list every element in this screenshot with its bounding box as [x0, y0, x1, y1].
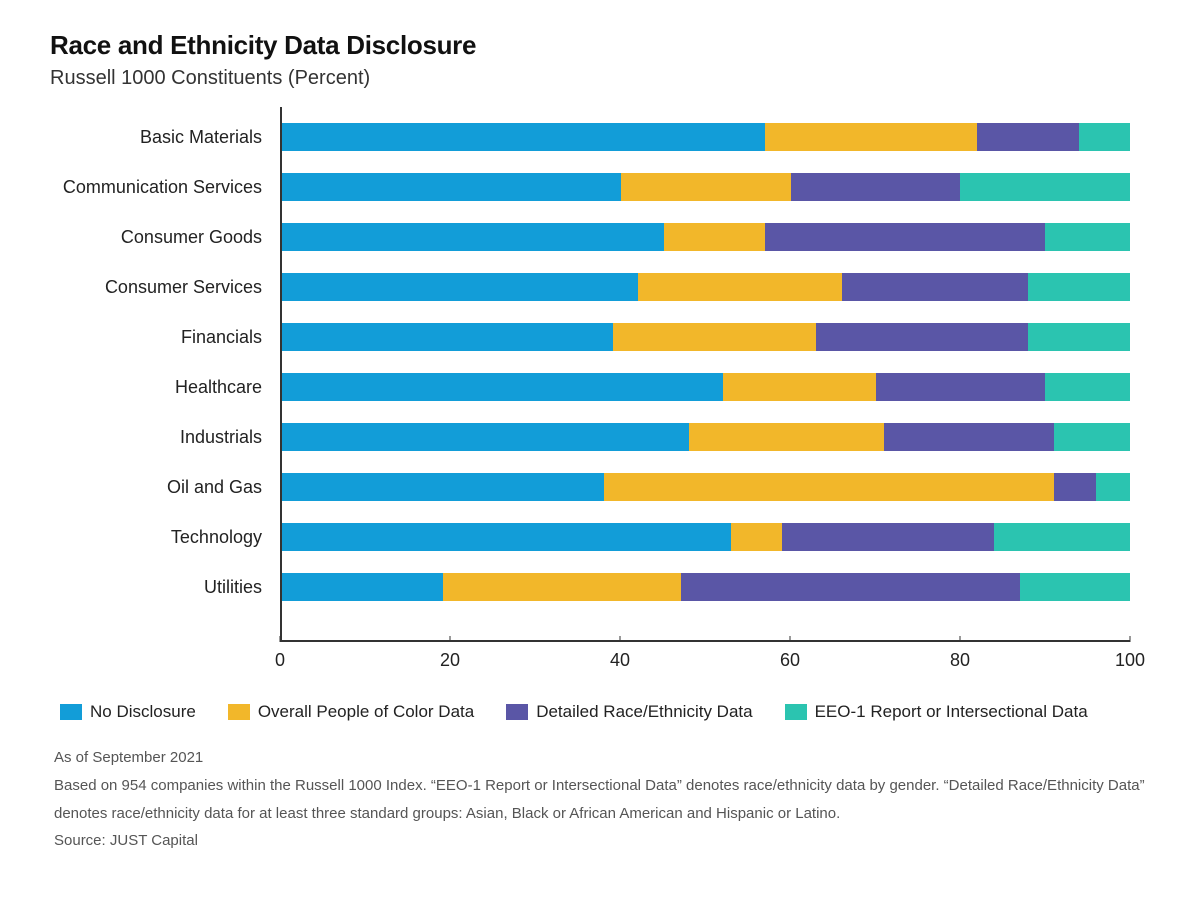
bar-segment	[1028, 323, 1130, 351]
bar-segment	[994, 523, 1130, 551]
bar-row	[282, 123, 1130, 151]
bar-segment	[884, 423, 1054, 451]
footnote-asof: As of September 2021	[54, 744, 1150, 772]
bar-segment	[613, 323, 817, 351]
bar-row	[282, 323, 1130, 351]
y-axis-label: Utilities	[50, 562, 280, 612]
footnotes: As of September 2021 Based on 954 compan…	[50, 744, 1150, 855]
legend-label: Detailed Race/Ethnicity Data	[536, 702, 752, 722]
x-tick-mark	[450, 636, 451, 642]
bar-segment	[1054, 473, 1096, 501]
bar-segment	[638, 273, 842, 301]
bar-row	[282, 223, 1130, 251]
x-tick-mark	[280, 636, 281, 642]
legend-swatch	[228, 704, 250, 720]
bar-segment	[1096, 473, 1130, 501]
legend-item: Overall People of Color Data	[228, 702, 474, 722]
bar-row	[282, 273, 1130, 301]
y-axis-label: Oil and Gas	[50, 462, 280, 512]
plot	[280, 112, 1150, 642]
bar-segment	[621, 173, 791, 201]
y-axis-label: Financials	[50, 312, 280, 362]
bar-segment	[1079, 123, 1130, 151]
legend-item: EEO-1 Report or Intersectional Data	[785, 702, 1088, 722]
bar-segment	[842, 273, 1029, 301]
x-tick-mark	[620, 636, 621, 642]
x-tick-label: 0	[275, 650, 285, 671]
y-axis-label: Industrials	[50, 412, 280, 462]
bar-segment	[765, 223, 1045, 251]
y-axis-label: Basic Materials	[50, 112, 280, 162]
bar-row	[282, 173, 1130, 201]
legend-label: EEO-1 Report or Intersectional Data	[815, 702, 1088, 722]
y-axis-label: Technology	[50, 512, 280, 562]
y-axis-label: Consumer Services	[50, 262, 280, 312]
y-axis-label: Consumer Goods	[50, 212, 280, 262]
x-tick-label: 20	[440, 650, 460, 671]
bar-segment	[282, 173, 621, 201]
bar-segment	[282, 223, 664, 251]
bar-segment	[282, 373, 723, 401]
bar-segment	[876, 373, 1046, 401]
bar-segment	[443, 573, 680, 601]
x-tick-label: 60	[780, 650, 800, 671]
bar-row	[282, 573, 1130, 601]
footnote-source: Source: JUST Capital	[54, 827, 1150, 855]
legend-label: Overall People of Color Data	[258, 702, 474, 722]
bar-segment	[1054, 423, 1130, 451]
bar-segment	[791, 173, 961, 201]
bar-segment	[282, 523, 731, 551]
y-axis-label: Healthcare	[50, 362, 280, 412]
y-axis-labels: Basic MaterialsCommunication ServicesCon…	[50, 112, 280, 642]
footnote-note: Based on 954 companies within the Russel…	[54, 772, 1150, 828]
bar-segment	[1028, 273, 1130, 301]
legend-item: No Disclosure	[60, 702, 196, 722]
bar-segment	[1045, 223, 1130, 251]
bar-segment	[681, 573, 1020, 601]
x-tick-mark	[960, 636, 961, 642]
legend-swatch	[785, 704, 807, 720]
bar-segment	[1020, 573, 1130, 601]
legend-label: No Disclosure	[90, 702, 196, 722]
legend-swatch	[60, 704, 82, 720]
bar-segment	[960, 173, 1130, 201]
bar-segment	[816, 323, 1028, 351]
bar-row	[282, 373, 1130, 401]
bar-segment	[282, 323, 613, 351]
bar-segment	[282, 473, 604, 501]
x-tick-label: 40	[610, 650, 630, 671]
bar-segment	[282, 123, 765, 151]
chart-area: Basic MaterialsCommunication ServicesCon…	[50, 112, 1150, 642]
bar-segment	[731, 523, 782, 551]
y-axis-label: Communication Services	[50, 162, 280, 212]
chart-title: Race and Ethnicity Data Disclosure	[50, 30, 1150, 61]
x-tick-label: 80	[950, 650, 970, 671]
plot-inner	[280, 112, 1130, 642]
bar-row	[282, 523, 1130, 551]
bar-segment	[282, 273, 638, 301]
bar-segment	[282, 573, 443, 601]
x-tick-mark	[1130, 636, 1131, 642]
bar-segment	[723, 373, 876, 401]
bar-segment	[664, 223, 766, 251]
bar-segment	[604, 473, 1053, 501]
legend-item: Detailed Race/Ethnicity Data	[506, 702, 752, 722]
bar-segment	[1045, 373, 1130, 401]
x-tick-label: 100	[1115, 650, 1145, 671]
legend-swatch	[506, 704, 528, 720]
bar-segment	[782, 523, 994, 551]
bar-segment	[765, 123, 977, 151]
x-tick-mark	[790, 636, 791, 642]
bar-segment	[977, 123, 1079, 151]
bar-row	[282, 473, 1130, 501]
bar-segment	[689, 423, 884, 451]
chart-subtitle: Russell 1000 Constituents (Percent)	[50, 67, 1150, 90]
bar-row	[282, 423, 1130, 451]
bar-segment	[282, 423, 689, 451]
page: Race and Ethnicity Data Disclosure Russe…	[0, 0, 1200, 912]
legend: No Disclosure Overall People of Color Dat…	[50, 702, 1150, 722]
x-axis-ticks: 020406080100	[280, 642, 1130, 682]
